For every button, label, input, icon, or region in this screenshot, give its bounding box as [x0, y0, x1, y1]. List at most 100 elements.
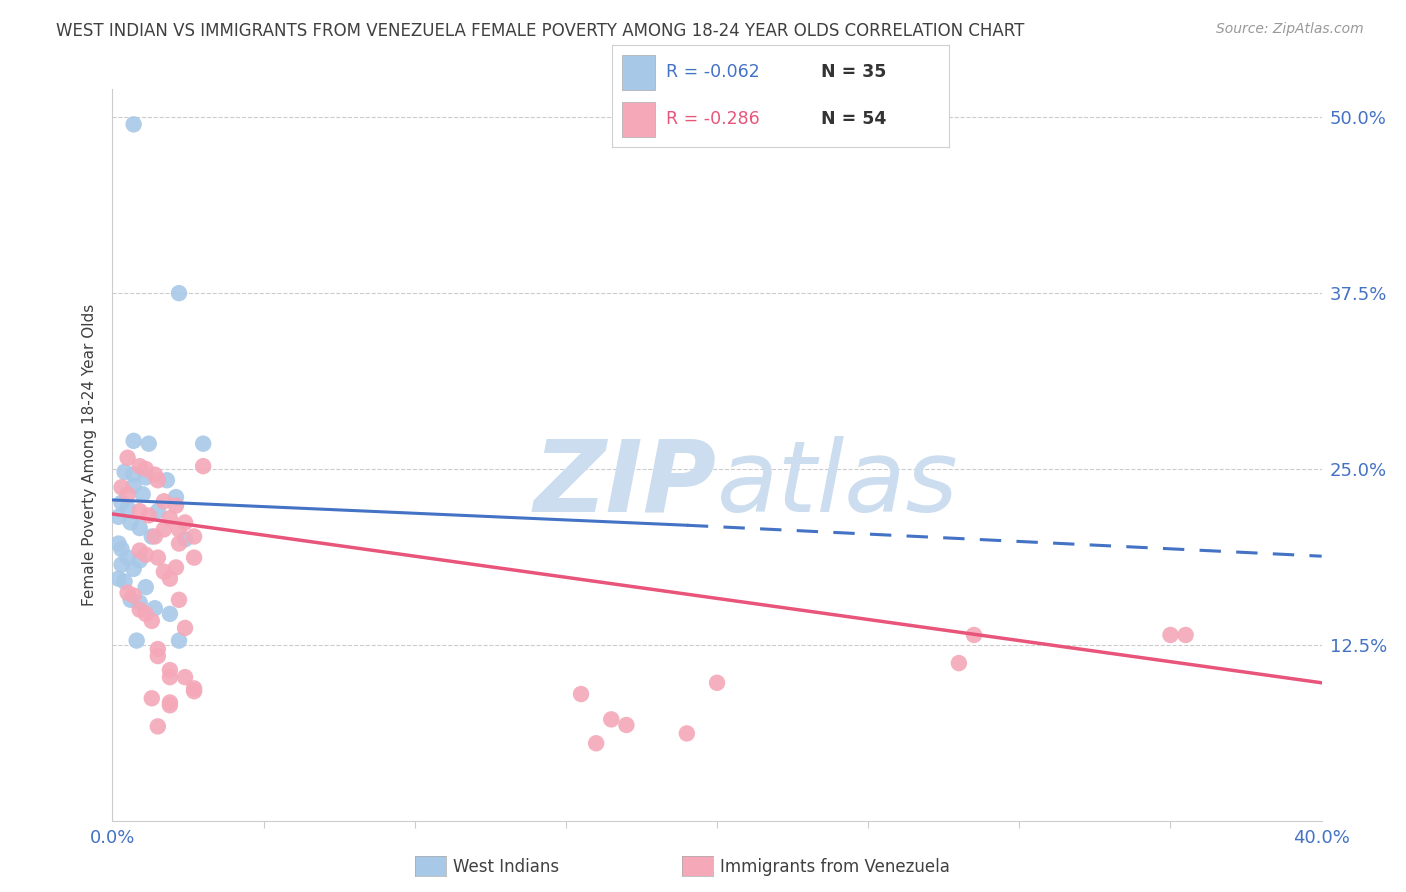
Point — [1159, 628, 1181, 642]
Point — [122, 562, 145, 576]
Point — [128, 459, 150, 474]
Point — [135, 548, 157, 562]
Point — [183, 684, 205, 698]
Point — [122, 467, 145, 482]
Point — [165, 490, 187, 504]
Point — [141, 614, 163, 628]
Point — [135, 470, 157, 484]
Point — [110, 480, 132, 494]
Point — [183, 529, 205, 543]
Point — [153, 565, 176, 579]
Point — [159, 670, 181, 684]
Point — [107, 572, 129, 586]
Text: N = 54: N = 54 — [821, 111, 886, 128]
Point — [110, 496, 132, 510]
Point — [159, 696, 181, 710]
Point — [128, 596, 150, 610]
Point — [167, 592, 190, 607]
Text: Immigrants from Venezuela: Immigrants from Venezuela — [720, 858, 949, 876]
Point — [117, 450, 139, 465]
Text: WEST INDIAN VS IMMIGRANTS FROM VENEZUELA FEMALE POVERTY AMONG 18-24 YEAR OLDS CO: WEST INDIAN VS IMMIGRANTS FROM VENEZUELA… — [56, 22, 1025, 40]
Point — [183, 550, 205, 565]
Point — [174, 533, 197, 547]
Point — [183, 681, 205, 696]
Point — [128, 521, 150, 535]
Point — [122, 117, 145, 131]
Point — [191, 459, 214, 474]
Point — [128, 553, 150, 567]
Point — [135, 462, 157, 476]
Point — [675, 726, 697, 740]
Point — [963, 628, 986, 642]
Point — [141, 529, 163, 543]
Point — [153, 494, 176, 508]
Point — [165, 499, 187, 513]
Point — [132, 487, 155, 501]
Point — [128, 543, 150, 558]
Point — [706, 675, 728, 690]
Point — [146, 504, 169, 518]
Point — [141, 691, 163, 706]
Point — [114, 465, 136, 479]
Point — [159, 698, 181, 713]
Point — [143, 601, 166, 615]
Point — [153, 523, 176, 537]
Point — [167, 286, 190, 301]
Point — [138, 436, 160, 450]
Point — [117, 586, 139, 600]
Point — [146, 719, 169, 733]
Y-axis label: Female Poverty Among 18-24 Year Olds: Female Poverty Among 18-24 Year Olds — [82, 304, 97, 606]
Point — [146, 550, 169, 565]
Point — [159, 572, 181, 586]
Point — [122, 434, 145, 448]
Text: R = -0.062: R = -0.062 — [665, 63, 759, 81]
Point — [117, 550, 139, 565]
FancyBboxPatch shape — [621, 55, 655, 90]
Text: atlas: atlas — [717, 435, 959, 533]
Text: West Indians: West Indians — [453, 858, 558, 876]
Point — [146, 473, 169, 487]
Point — [159, 663, 181, 677]
Point — [120, 516, 142, 530]
Point — [174, 670, 197, 684]
Point — [125, 633, 148, 648]
Text: R = -0.286: R = -0.286 — [665, 111, 759, 128]
Point — [948, 656, 970, 670]
Point — [122, 479, 145, 493]
Point — [167, 633, 190, 648]
Point — [143, 467, 166, 482]
Point — [135, 607, 157, 621]
Point — [128, 602, 150, 616]
Point — [569, 687, 592, 701]
Point — [585, 736, 607, 750]
Point — [1174, 628, 1197, 642]
Point — [107, 536, 129, 550]
Text: ZIP: ZIP — [534, 435, 717, 533]
Point — [117, 501, 139, 516]
Text: Source: ZipAtlas.com: Source: ZipAtlas.com — [1216, 22, 1364, 37]
Point — [167, 523, 190, 537]
Point — [191, 436, 214, 450]
Point — [110, 558, 132, 572]
Point — [120, 592, 142, 607]
Point — [159, 511, 181, 525]
Point — [156, 473, 179, 487]
Point — [135, 580, 157, 594]
Point — [146, 649, 169, 664]
Point — [167, 536, 190, 550]
Point — [159, 607, 181, 621]
Point — [114, 574, 136, 589]
Point — [110, 542, 132, 557]
Text: N = 35: N = 35 — [821, 63, 886, 81]
Point — [128, 504, 150, 518]
Point — [174, 516, 197, 530]
Point — [174, 621, 197, 635]
Point — [122, 589, 145, 603]
Point — [143, 529, 166, 543]
Point — [616, 718, 638, 732]
Point — [117, 487, 139, 501]
Point — [146, 642, 169, 657]
Point — [600, 712, 623, 726]
Point — [165, 560, 187, 574]
Point — [107, 509, 129, 524]
